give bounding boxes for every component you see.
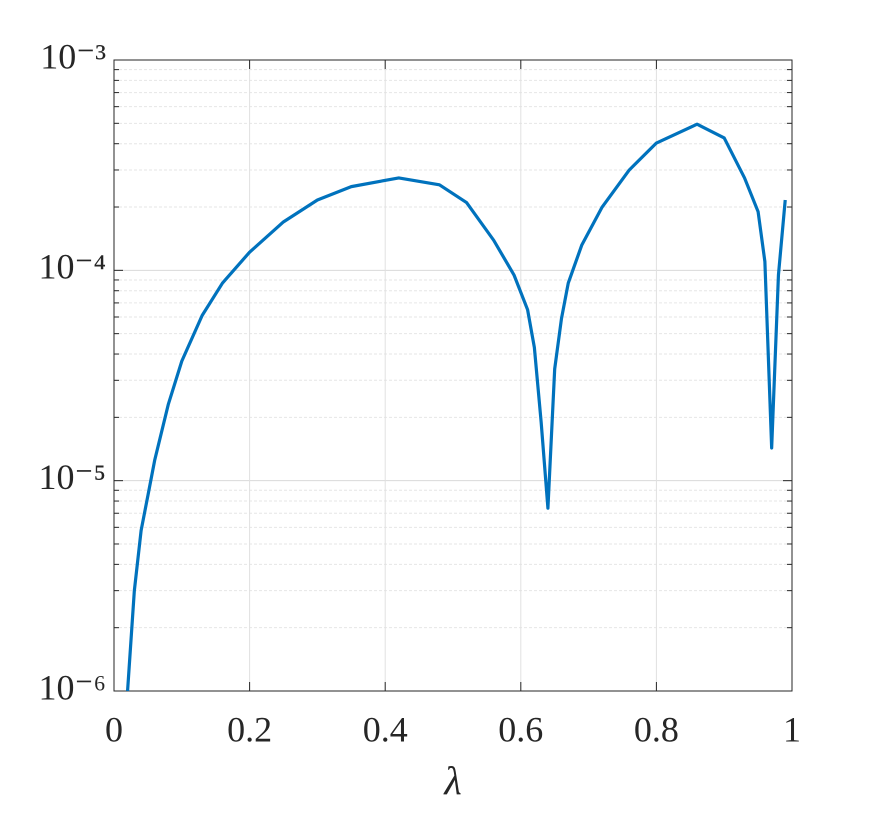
y-tick-label: 10⁻⁶ (38, 667, 106, 707)
x-tick-label: 0.6 (498, 709, 543, 749)
x-tick-label: 0 (105, 709, 123, 749)
x-tick-label: 0.2 (227, 709, 272, 749)
x-axis-label: λ (443, 758, 461, 803)
y-tick-label: 10⁻⁴ (38, 247, 106, 287)
y-tick-label: 10⁻³ (40, 36, 106, 76)
data-line (125, 122, 787, 692)
x-tick-label: 1 (783, 709, 801, 749)
x-tick-label: 0.8 (634, 709, 679, 749)
x-tick-label: 0.4 (363, 709, 408, 749)
plot-frame (113, 59, 793, 692)
y-tick-label: 10⁻⁵ (38, 457, 106, 497)
